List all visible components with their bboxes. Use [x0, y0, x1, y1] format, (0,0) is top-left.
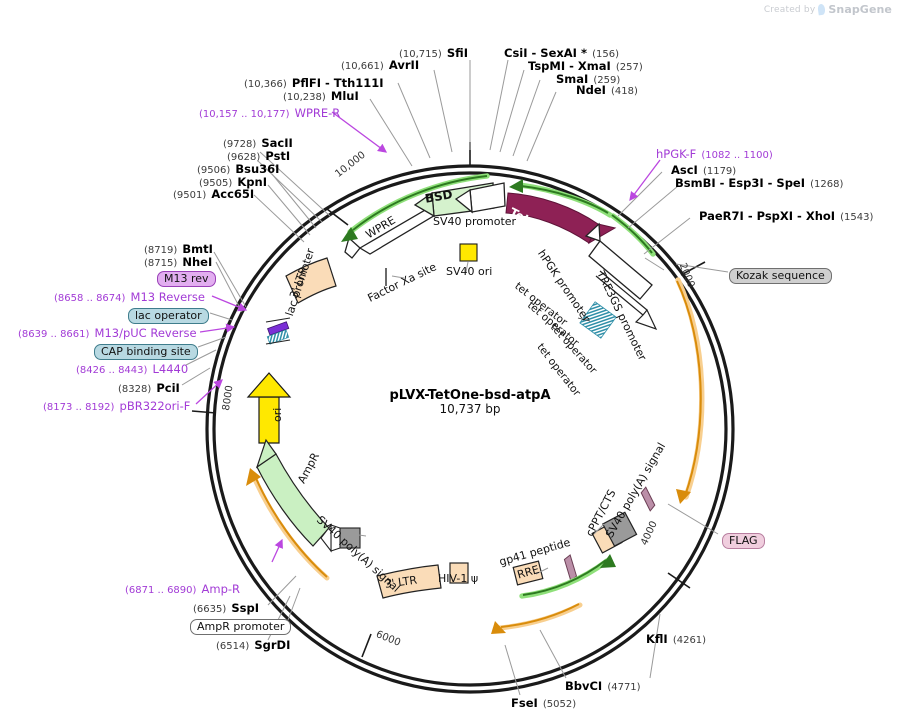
- sv40-ori-square: [459, 243, 478, 262]
- enzyme-label-pflfi-tth111i: (10,366) PflFI - Tth111I: [244, 76, 384, 90]
- watermark-brand: SnapGene: [828, 3, 892, 16]
- feature-box-lac-operator: lac operator: [128, 306, 209, 324]
- enzyme-label-fsei: FseI (5052): [511, 696, 577, 710]
- feature-box-ampr-promoter: AmpR promoter: [190, 617, 292, 635]
- enzyme-label-sspi: (6635) SspI: [193, 601, 259, 615]
- snapgene-watermark: Created by SnapGene: [764, 3, 892, 16]
- enzyme-label-kfli: KflI (4261): [646, 632, 707, 646]
- enzyme-label-sgrdi: (6514) SgrDI: [216, 638, 291, 652]
- feature-box-kozak-sequence: Kozak sequence: [729, 266, 832, 284]
- enzyme-label-mlui: (10,238) MluI: [283, 89, 359, 103]
- enzyme-label-pcii: (8328) PciI: [118, 381, 180, 395]
- enzyme-label-nhei: (8715) NheI: [144, 255, 213, 269]
- feature-label-sv40-promoter: SV40 promoter: [433, 215, 517, 228]
- lac-promoter-marks: [265, 317, 291, 345]
- enzyme-label-kpni: (9505) KpnI: [199, 175, 267, 189]
- enzyme-label-sfii: (10,715) SfiI: [399, 46, 468, 60]
- enzyme-label-smai: SmaI (259): [556, 72, 621, 86]
- primer-label-wpre-r: (10,157 .. 10,177) WPRE-R: [199, 106, 341, 120]
- feature-label-sv40-ori: SV40 ori: [446, 265, 493, 278]
- enzyme-label-bsmbi-esp3i-spei: BsmBI - Esp3I - SpeI (1268): [675, 176, 844, 190]
- feature-label-hiv1-psi: HIV-1 ψ: [438, 572, 479, 585]
- enzyme-label-tspmi-xmai: TspMI - XmaI (257): [528, 59, 643, 73]
- enzyme-label-asci: AscI (1179): [671, 163, 737, 177]
- primer-label-pbr322ori-f: (8173 .. 8192) pBR322ori-F: [43, 399, 191, 413]
- plasmid-size: 10,737 bp: [439, 402, 501, 416]
- feature-box-cap-binding-site: CAP binding site: [94, 342, 198, 360]
- plasmid-title: pLVX-TetOne-bsd-atpA: [389, 388, 551, 403]
- enzyme-label-csii-sexai: CsiI - SexAI * (156): [504, 46, 619, 60]
- tet-operator-block: [577, 301, 617, 339]
- primer-label-amp-r: (6871 .. 6890) Amp-R: [125, 582, 241, 596]
- enzyme-label-bsu36i: (9506) Bsu36I: [197, 162, 280, 176]
- enzyme-label-bmti: (8719) BmtI: [144, 242, 213, 256]
- feature-box-m13-rev: M13 rev: [157, 269, 216, 287]
- enzyme-label-paer7i-pspxi-xhoi: PaeR7I - PspXI - XhoI (1543): [699, 209, 874, 223]
- primer-label-l4440: (8426 .. 8443) L4440: [76, 362, 189, 376]
- enzyme-label-ndei: NdeI (418): [576, 83, 638, 97]
- backbone-ticks: [191, 142, 706, 658]
- primer-leader-lines: [195, 111, 661, 563]
- leader-lines: [181, 59, 729, 696]
- feature-shapes: [246, 173, 705, 634]
- feature-box-flag: FLAG: [722, 531, 765, 549]
- primer-label-m13-reverse: (8658 .. 8674) M13 Reverse: [54, 290, 205, 304]
- enzyme-label-sacii: (9728) SacII: [223, 136, 293, 150]
- enzyme-label-avrii: (10,661) AvrII: [341, 58, 420, 72]
- primer-label-hpgk-f: hPGK-F (1082 .. 1100): [656, 147, 773, 161]
- feature-label-ori: ori: [271, 407, 284, 422]
- primer-label-m13-puc-reverse: (8639 .. 8661) M13/pUC Reverse: [18, 326, 197, 340]
- enzyme-label-acc65i: (9501) Acc65I: [173, 187, 255, 201]
- enzyme-label-bbvci: BbvCI (4771): [565, 679, 641, 693]
- enzyme-label-psti: (9628) PstI: [227, 149, 291, 163]
- watermark-prefix: Created by: [763, 4, 816, 15]
